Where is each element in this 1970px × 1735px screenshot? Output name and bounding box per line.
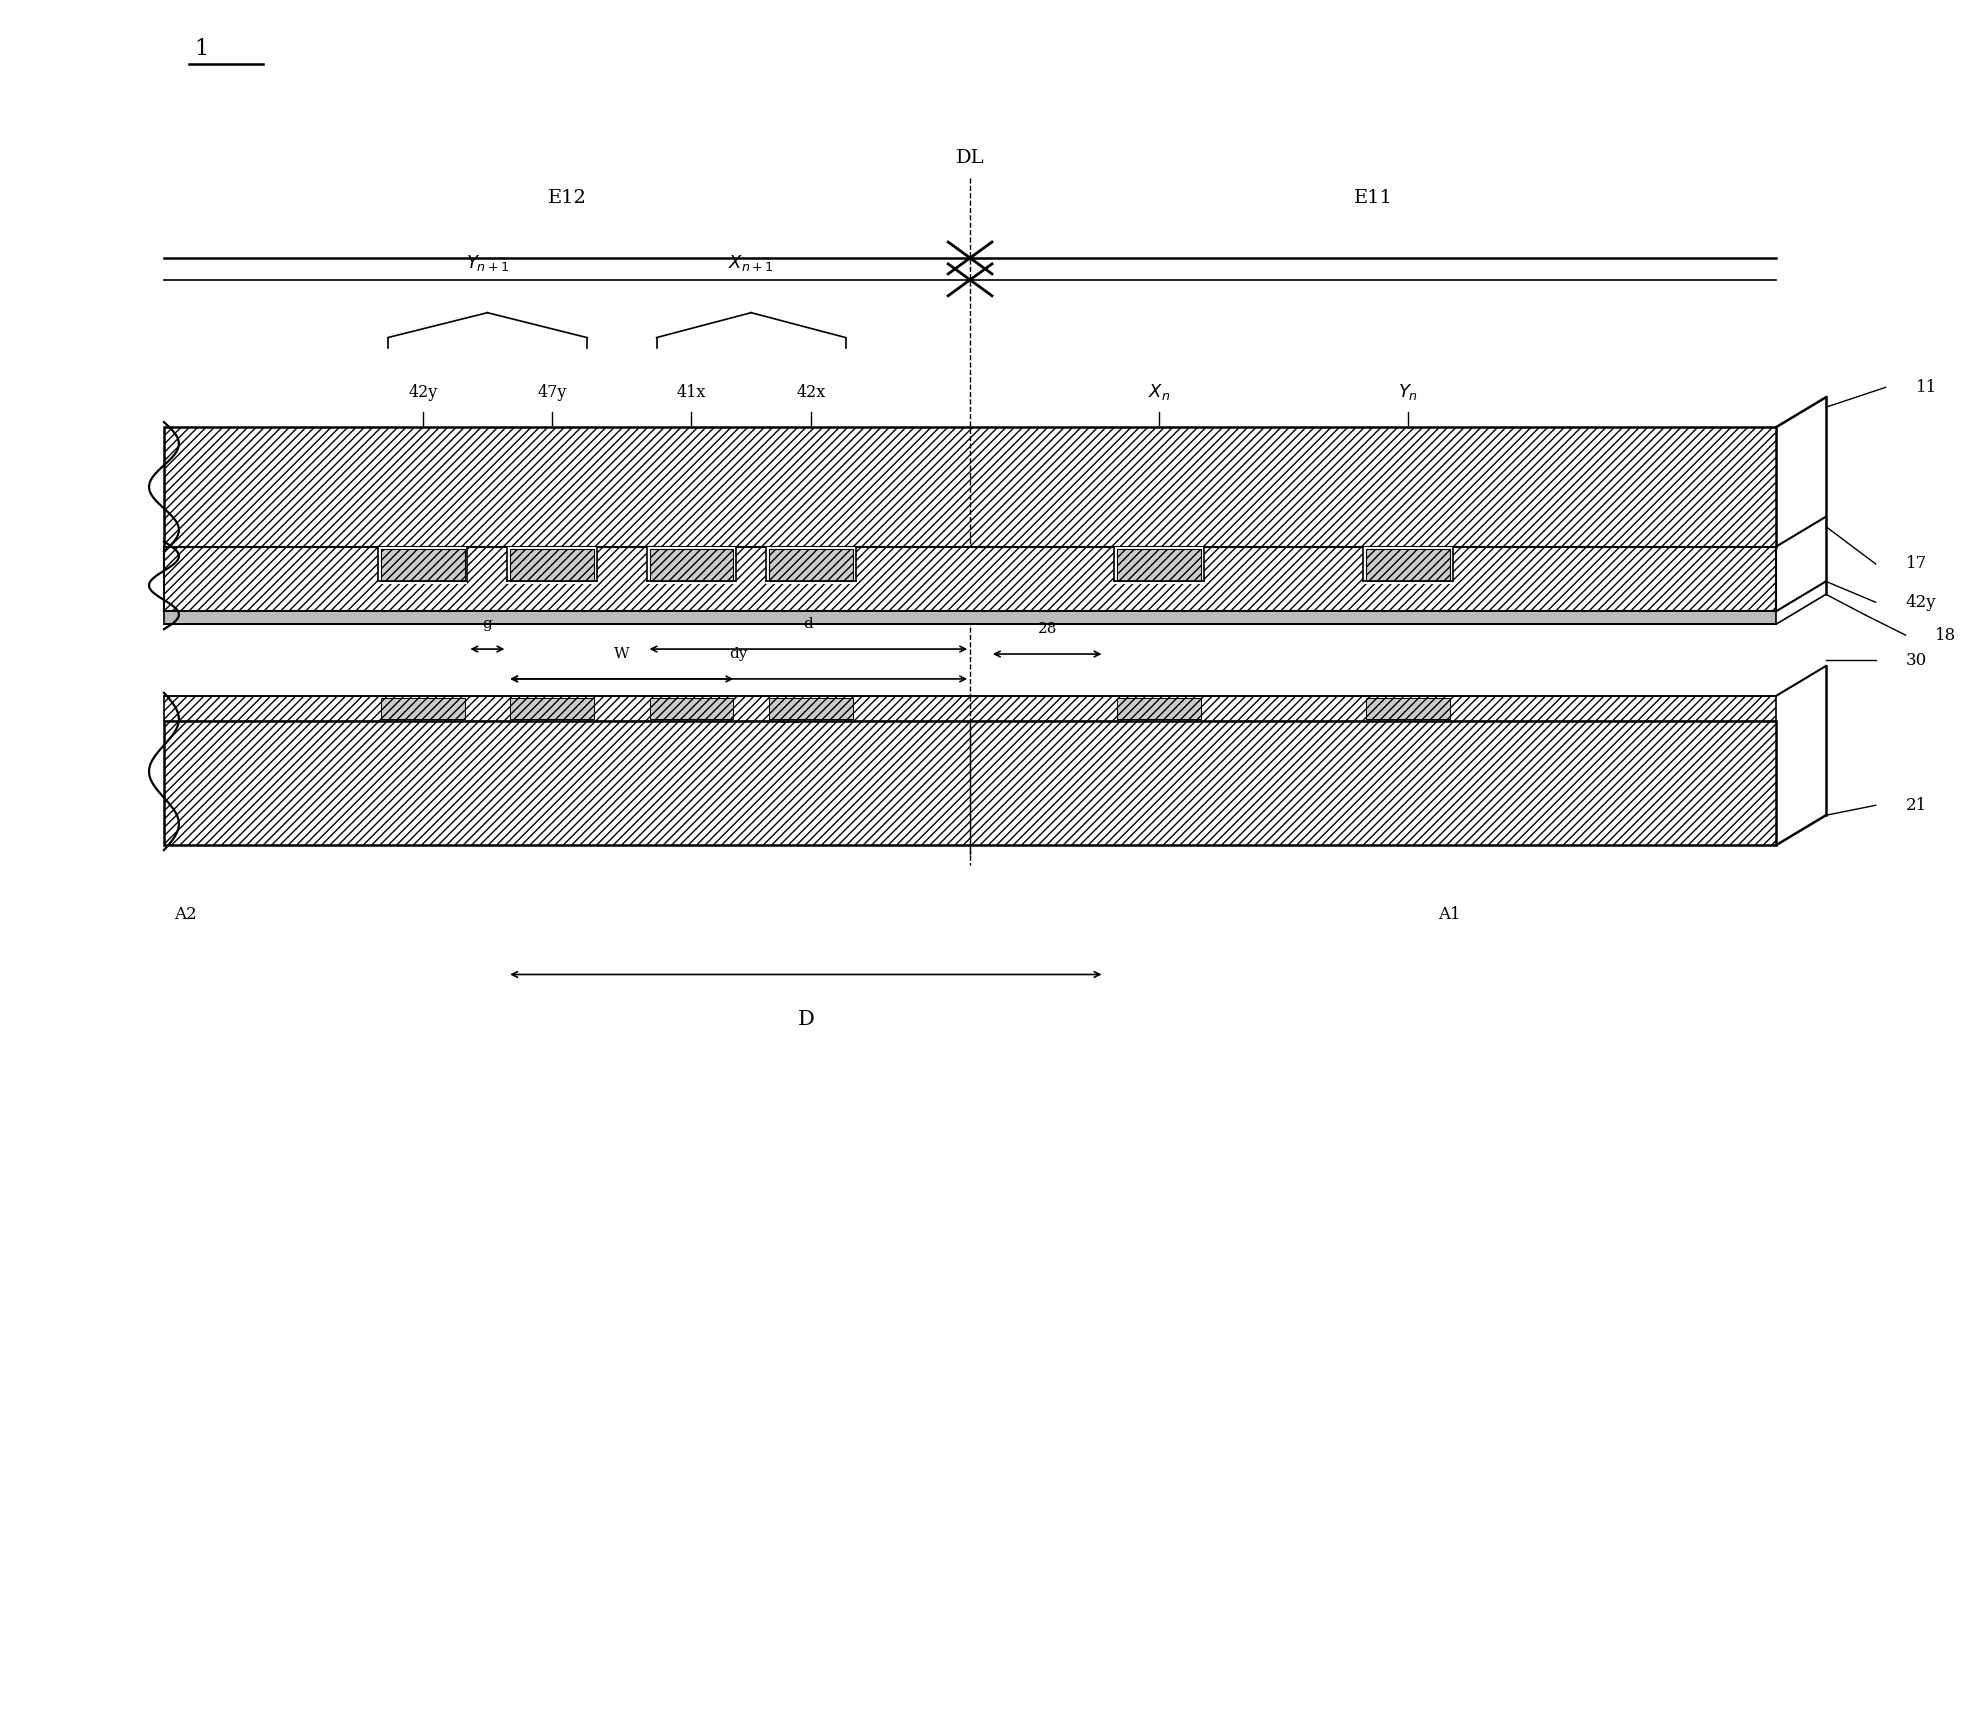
Text: $Y_n$: $Y_n$: [1399, 382, 1418, 403]
Text: d: d: [804, 618, 814, 632]
Text: A2: A2: [173, 906, 197, 923]
Bar: [1117, 548, 1202, 581]
Bar: [510, 697, 593, 718]
Text: 41x: 41x: [678, 383, 705, 401]
Text: 42x: 42x: [796, 383, 825, 401]
Bar: [650, 697, 733, 718]
Text: 30: 30: [1905, 652, 1927, 668]
Bar: [510, 548, 593, 581]
Text: g: g: [483, 618, 492, 632]
Text: A1: A1: [1438, 906, 1460, 923]
Text: 21: 21: [1905, 796, 1927, 814]
Bar: [164, 696, 1777, 720]
Text: 1: 1: [193, 38, 209, 61]
Text: E11: E11: [1353, 189, 1393, 206]
Text: DL: DL: [955, 149, 985, 167]
Bar: [1363, 547, 1452, 585]
Text: 28: 28: [1038, 623, 1056, 637]
Bar: [768, 548, 853, 581]
Bar: [164, 720, 1777, 845]
Bar: [1365, 697, 1450, 718]
Bar: [646, 547, 737, 585]
Text: $X_n$: $X_n$: [1149, 382, 1170, 403]
Bar: [164, 547, 1777, 611]
Bar: [768, 697, 853, 718]
Bar: [1115, 547, 1204, 585]
Bar: [508, 547, 597, 585]
Bar: [380, 548, 465, 581]
Text: 11: 11: [1915, 378, 1937, 396]
Text: $X_{n+1}$: $X_{n+1}$: [729, 253, 774, 272]
Bar: [650, 548, 733, 581]
Bar: [1117, 697, 1202, 718]
Bar: [766, 547, 855, 585]
Bar: [380, 697, 465, 718]
Text: D: D: [798, 1010, 814, 1029]
Text: W: W: [615, 647, 630, 661]
Bar: [164, 427, 1777, 547]
Text: $Y_{n+1}$: $Y_{n+1}$: [465, 253, 508, 272]
Text: 24: 24: [780, 710, 802, 727]
Text: 42y: 42y: [1905, 593, 1937, 611]
Text: dy: dy: [729, 647, 749, 661]
Bar: [1365, 548, 1450, 581]
Text: E12: E12: [548, 189, 587, 206]
Text: 42y: 42y: [408, 383, 437, 401]
Text: 47y: 47y: [538, 383, 567, 401]
Bar: [164, 611, 1777, 625]
Text: 18: 18: [1935, 626, 1956, 644]
Bar: [378, 547, 467, 585]
Text: 17: 17: [1905, 555, 1927, 573]
